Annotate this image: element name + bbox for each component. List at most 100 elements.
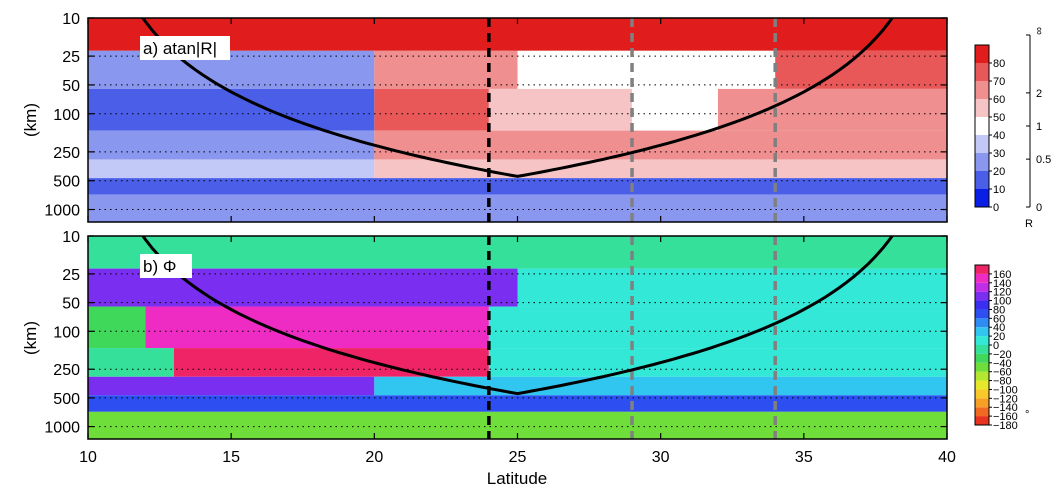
colorbar-swatch <box>975 318 989 328</box>
colorbar-tick-label: 40 <box>993 322 1005 334</box>
colorbar-swatch <box>975 362 989 372</box>
r-axis-tick-label: ∞ <box>1033 27 1045 35</box>
panel-a-cone-of-influence <box>141 18 894 178</box>
colorbar-tick-label: −20 <box>993 349 1012 361</box>
field-band <box>88 178 947 195</box>
field-band <box>145 306 489 349</box>
field-band <box>717 88 947 131</box>
colorbar-tick-label: 20 <box>993 331 1005 343</box>
r-axis-tick-label: 0.5 <box>1036 154 1051 166</box>
colorbar-swatch <box>975 398 989 408</box>
y-tick-label: 500 <box>53 391 80 408</box>
x-tick-label: 25 <box>509 449 527 466</box>
x-tick-label: 30 <box>652 449 670 466</box>
colorbar-tick-label: 60 <box>993 94 1005 106</box>
colorbar-frame <box>974 44 990 208</box>
colorbar-tick-label: −40 <box>993 358 1012 370</box>
y-tick-label: 50 <box>62 78 80 95</box>
panel-b-y-ticks: 10 25 50 100 250 500 1000 <box>44 229 947 437</box>
panel-b-label-box <box>140 254 192 278</box>
x-tick-label: 10 <box>79 449 97 466</box>
colorbar-swatch <box>975 291 989 301</box>
y-tick-label: 50 <box>62 296 80 313</box>
panel-a-x-ticks <box>87 18 948 222</box>
panel-a-grid <box>88 18 947 211</box>
field-band <box>517 50 776 89</box>
colorbar-swatch <box>975 189 989 207</box>
colorbar-tick-label: 120 <box>993 287 1011 299</box>
colorbar-tick-label: 70 <box>993 76 1005 88</box>
field-band <box>775 50 947 89</box>
colorbar-tick-label: 0 <box>993 340 999 352</box>
panel-a-y-label: (km) <box>21 103 40 137</box>
y-tick-label: 500 <box>53 174 80 191</box>
panel-a-label-box <box>140 36 230 60</box>
colorbar-swatch <box>975 336 989 345</box>
field-band <box>88 159 375 179</box>
colorbar-tick-label: −60 <box>993 367 1012 379</box>
field-band <box>88 376 375 396</box>
y-tick-label: 1000 <box>44 420 80 437</box>
panel-b-grid <box>88 236 947 428</box>
y-tick-label: 1000 <box>44 203 80 220</box>
colorbar-swatch <box>975 371 989 381</box>
colorbar-tick-label: −80 <box>993 376 1012 388</box>
field-band <box>88 50 375 89</box>
y-tick-label: 100 <box>53 324 80 341</box>
colorbar-swatch <box>975 300 989 310</box>
panel-b-colorbar: −180−160−140−120−100−80−60−40−2002040608… <box>974 264 1029 432</box>
colorbar-swatch <box>975 353 989 363</box>
y-tick-label: 25 <box>62 49 80 66</box>
field-band <box>173 348 489 377</box>
y-tick-label: 10 <box>62 11 80 28</box>
panel-a-field <box>88 18 947 222</box>
panel-a-label: a) atan|R| <box>143 39 217 58</box>
colorbar-tick-label: −100 <box>993 384 1018 396</box>
colorbar-tick-label: −160 <box>993 411 1018 423</box>
colorbar-tick-label: −180 <box>993 420 1018 432</box>
colorbar-tick-label: 160 <box>993 269 1011 281</box>
panel-b-cone-of-influence <box>141 236 894 396</box>
field-band <box>517 268 947 307</box>
x-tick-label: 20 <box>365 449 383 466</box>
colorbar-tick-label: −140 <box>993 402 1018 414</box>
r-axis-tick-label: 1 <box>1036 121 1042 133</box>
colorbar-tick-label: 40 <box>993 130 1005 142</box>
field-band <box>374 50 518 89</box>
r-axis-label: R <box>1025 218 1033 230</box>
colorbar-tick-label: 80 <box>993 58 1005 70</box>
field-band <box>374 88 489 131</box>
colorbar-swatch <box>975 265 989 274</box>
panel-b-x-ticks: 10 15 20 25 30 35 40 <box>79 236 956 466</box>
field-band <box>488 348 947 377</box>
field-band <box>88 395 947 412</box>
colorbar-swatch <box>975 389 989 399</box>
colorbar-swatch <box>975 327 989 337</box>
colorbar-swatch <box>975 153 989 171</box>
colorbar-swatch <box>975 407 989 417</box>
y-tick-label: 10 <box>62 229 80 246</box>
colorbar-unit: ° <box>1025 409 1029 421</box>
colorbar-tick-label: 10 <box>993 184 1005 196</box>
field-band <box>488 88 633 131</box>
panel-b-label: b) Φ <box>143 257 176 276</box>
field-band <box>488 306 947 349</box>
colorbar-swatch <box>975 117 989 135</box>
colorbar-tick-label: 20 <box>993 166 1005 178</box>
colorbar-swatch <box>975 45 989 63</box>
field-band <box>88 306 146 349</box>
colorbar-swatch <box>975 171 989 189</box>
field-band <box>88 88 375 131</box>
x-tick-label: 15 <box>222 449 240 466</box>
y-tick-label: 250 <box>53 362 80 379</box>
colorbar-tick-label: 140 <box>993 278 1011 290</box>
panel-a-colorbar: 0 10 20 30 40 50 60 70 80 0 0.5 1 2 ∞ R <box>974 27 1051 230</box>
colorbar-swatch <box>975 135 989 153</box>
panel-a-markers <box>487 18 777 222</box>
colorbar-tick-label: 0 <box>993 202 999 214</box>
y-tick-label: 100 <box>53 107 80 124</box>
colorbar-swatch <box>975 81 989 99</box>
colorbar-swatch <box>975 309 989 319</box>
